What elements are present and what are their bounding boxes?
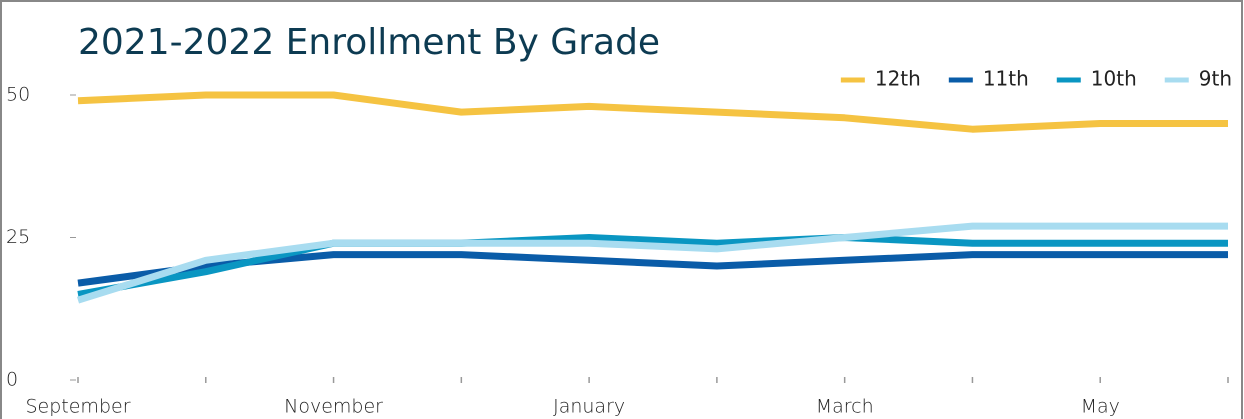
x-tick-label: May: [1081, 396, 1120, 418]
y-tick-label: 50: [6, 84, 30, 106]
y-tick-label: 25: [6, 226, 30, 248]
legend-label: 12th: [875, 67, 921, 91]
x-tick-label: March: [816, 396, 874, 418]
legend-label: 11th: [983, 67, 1029, 91]
x-tick-label: January: [553, 396, 625, 418]
data-line: [77, 91, 1228, 133]
legend-label: 9th: [1199, 67, 1232, 91]
data-line: [76, 222, 1228, 304]
x-tick-label: September: [25, 396, 130, 418]
x-tick-label: November: [284, 396, 383, 418]
y-tick-label: 0: [6, 369, 18, 391]
chart-title: 2021-2022 Enrollment By Grade: [78, 22, 660, 63]
legend-label: 10th: [1091, 67, 1137, 91]
data-line: [77, 234, 1228, 298]
